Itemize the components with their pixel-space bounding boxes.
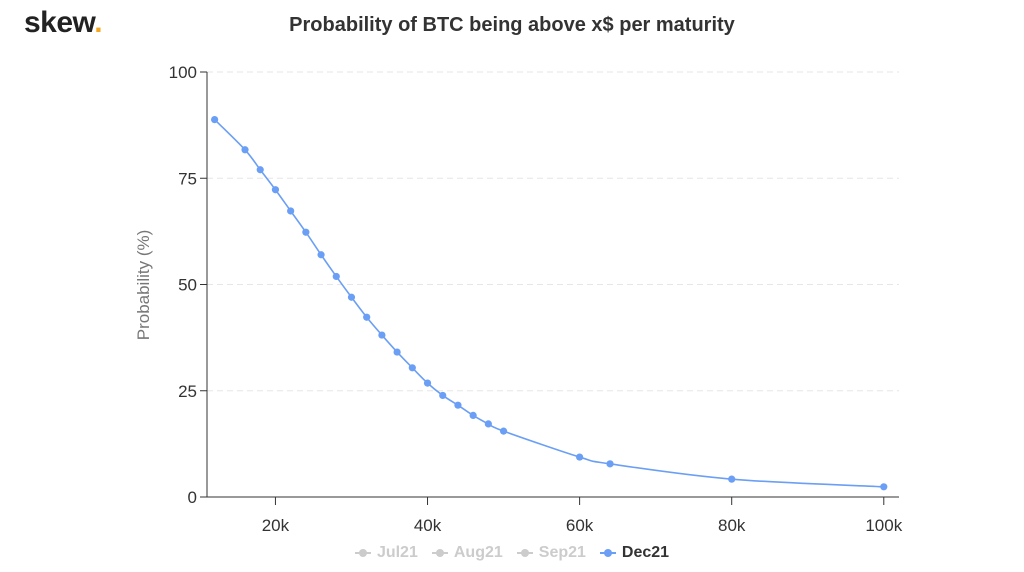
data-point [606, 460, 614, 468]
y-tick-label: 100 [169, 63, 197, 82]
data-point [211, 116, 219, 124]
data-point [408, 364, 416, 372]
legend-label: Jul21 [376, 544, 418, 561]
logo-text: skew [24, 6, 95, 39]
legend-item-jul21[interactable]: Jul21 [354, 544, 418, 562]
x-tick-label: 20k [262, 516, 290, 535]
data-point [499, 427, 508, 435]
data-point [363, 313, 371, 321]
x-tick-label: 40k [414, 516, 442, 535]
legend-label: Sep21 [538, 544, 586, 561]
data-point [347, 293, 356, 301]
chart-title: Probability of BTC being above x$ per ma… [289, 14, 735, 36]
series-line-dec21 [214, 119, 884, 488]
x-tick-label: 60k [566, 516, 594, 535]
data-point [469, 411, 477, 419]
data-point [439, 391, 447, 400]
y-tick-label: 75 [178, 169, 197, 188]
grid-layer [207, 71, 899, 392]
y-axis-label: Probability (%) [134, 230, 153, 341]
legend-item-dec21[interactable]: Dec21 [599, 544, 670, 562]
data-point [332, 272, 340, 281]
data-point [287, 207, 295, 215]
data-point [880, 483, 888, 491]
data-point [576, 453, 584, 461]
data-point [302, 228, 310, 236]
legend-marker-icon [516, 548, 533, 558]
data-point [271, 186, 280, 194]
data-point [423, 379, 432, 387]
data-point [317, 251, 325, 259]
x-tick-label: 80k [718, 516, 746, 535]
legend-item-aug21[interactable]: Aug21 [431, 544, 503, 562]
legend-marker-icon [431, 548, 448, 558]
y-tick-label: 25 [178, 382, 197, 401]
legend-label: Dec21 [621, 544, 670, 561]
data-point [241, 146, 249, 154]
data-point [393, 348, 401, 356]
skew-logo: skew. [24, 6, 103, 40]
data-point [378, 331, 386, 339]
axis-layer: 0 25 50 75 100 20k 40k 60k 80k 100k [169, 63, 903, 535]
series-layer [211, 116, 888, 491]
logo-dot: . [94, 6, 103, 39]
data-point [484, 420, 492, 428]
data-point [728, 475, 736, 483]
legend-label: Aug21 [453, 544, 503, 561]
data-point [454, 401, 462, 409]
x-tick-label: 100k [865, 516, 902, 535]
data-point [256, 166, 264, 174]
legend-item-sep21[interactable]: Sep21 [516, 544, 586, 562]
y-tick-label: 0 [188, 488, 197, 507]
chart-legend: Jul21 Aug21 Sep21 Dec21 [0, 544, 1024, 562]
y-tick-label: 50 [178, 276, 197, 295]
legend-marker-icon [354, 548, 371, 558]
legend-marker-icon [599, 548, 616, 558]
